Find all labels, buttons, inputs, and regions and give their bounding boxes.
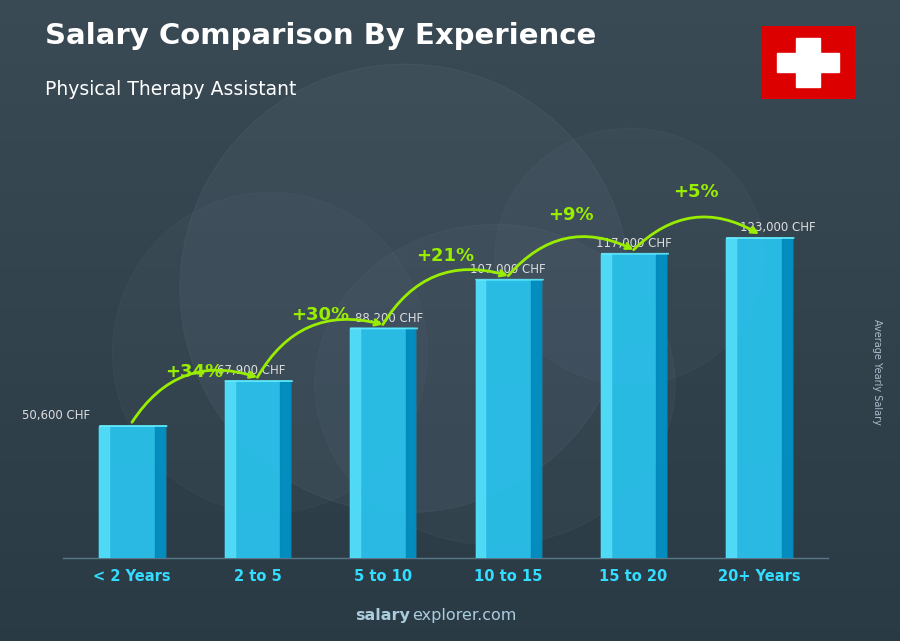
Bar [406, 328, 416, 558]
Text: +30%: +30% [291, 306, 349, 324]
Ellipse shape [315, 224, 675, 545]
Text: 67,900 CHF: 67,900 CHF [217, 364, 285, 378]
Bar [777, 53, 839, 72]
Bar [155, 426, 165, 558]
Bar [0, 500, 900, 513]
Bar [0, 90, 900, 103]
Bar [0, 513, 900, 526]
Bar [0, 115, 900, 128]
Text: explorer.com: explorer.com [412, 608, 517, 623]
Bar [350, 328, 360, 558]
Bar [656, 254, 666, 558]
Bar [782, 238, 792, 558]
Bar [0, 346, 900, 359]
Bar [0, 551, 900, 564]
Ellipse shape [495, 128, 765, 385]
Bar [0, 538, 900, 551]
Bar [99, 426, 109, 558]
Bar [0, 423, 900, 436]
Bar [796, 38, 820, 87]
Bar [0, 282, 900, 295]
Bar [0, 128, 900, 141]
Bar [0, 231, 900, 244]
Bar [0, 179, 900, 192]
Text: 123,000 CHF: 123,000 CHF [740, 221, 815, 234]
Ellipse shape [112, 192, 428, 513]
Text: +5%: +5% [673, 183, 719, 201]
Bar [726, 238, 736, 558]
Bar [350, 328, 416, 558]
Bar [0, 590, 900, 603]
Bar [0, 462, 900, 474]
Text: 88,200 CHF: 88,200 CHF [355, 312, 423, 324]
Bar [0, 192, 900, 205]
Bar [0, 372, 900, 385]
Text: Physical Therapy Assistant: Physical Therapy Assistant [45, 80, 296, 99]
Bar [0, 410, 900, 423]
Bar [475, 279, 541, 558]
Bar [0, 103, 900, 115]
Bar [0, 474, 900, 487]
Bar [0, 603, 900, 615]
Text: Salary Comparison By Experience: Salary Comparison By Experience [45, 22, 596, 51]
Bar [0, 385, 900, 397]
Bar [0, 308, 900, 320]
Bar [0, 397, 900, 410]
Text: 107,000 CHF: 107,000 CHF [471, 263, 546, 276]
Bar [475, 279, 485, 558]
Text: +34%: +34% [166, 363, 224, 381]
Bar [0, 218, 900, 231]
Text: 50,600 CHF: 50,600 CHF [22, 410, 91, 422]
Bar [0, 38, 900, 51]
Bar [0, 628, 900, 641]
Bar [0, 615, 900, 628]
Bar [0, 333, 900, 346]
Bar [0, 577, 900, 590]
Bar [0, 320, 900, 333]
Bar [225, 381, 235, 558]
Bar [726, 238, 792, 558]
Bar [0, 564, 900, 577]
Bar [531, 279, 541, 558]
Bar [601, 254, 611, 558]
Bar [0, 487, 900, 500]
Text: Average Yearly Salary: Average Yearly Salary [872, 319, 883, 425]
Bar [225, 381, 290, 558]
Bar [0, 359, 900, 372]
Bar [0, 449, 900, 462]
Bar [0, 436, 900, 449]
Bar [0, 0, 900, 13]
Bar [0, 141, 900, 154]
Ellipse shape [180, 64, 630, 513]
Text: +9%: +9% [548, 206, 594, 224]
Bar [0, 64, 900, 77]
Bar [0, 154, 900, 167]
Text: 117,000 CHF: 117,000 CHF [596, 237, 671, 250]
Bar [0, 13, 900, 26]
Bar [0, 295, 900, 308]
Text: +21%: +21% [417, 247, 474, 265]
Bar [280, 381, 290, 558]
Bar [0, 167, 900, 179]
Bar [0, 26, 900, 38]
Text: salary: salary [355, 608, 410, 623]
Bar [0, 51, 900, 64]
Bar [0, 256, 900, 269]
Bar [0, 269, 900, 282]
Bar [0, 244, 900, 256]
Bar [0, 526, 900, 538]
Bar [0, 77, 900, 90]
Bar [99, 426, 165, 558]
Bar [601, 254, 666, 558]
Bar [0, 205, 900, 218]
